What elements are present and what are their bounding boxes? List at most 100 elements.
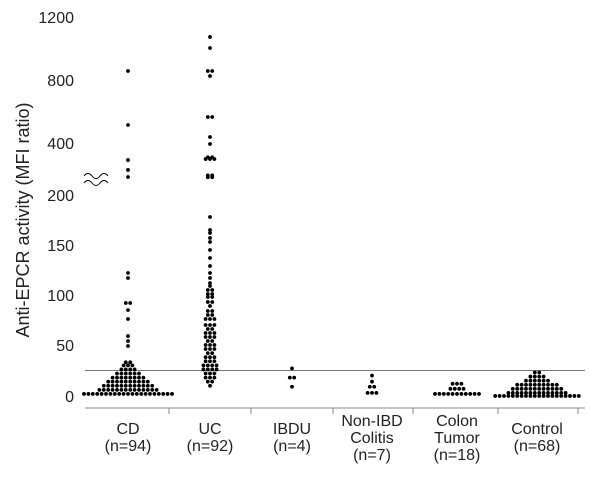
dot	[210, 295, 215, 299]
dot	[106, 379, 111, 384]
y-tick-label: 1200	[38, 10, 74, 27]
dot	[126, 317, 130, 321]
x-tick-label: (n=7)	[353, 447, 391, 464]
dot	[205, 363, 210, 368]
dot	[95, 392, 100, 396]
dot	[559, 386, 564, 391]
dot	[203, 355, 208, 360]
dot	[519, 382, 524, 387]
dot	[126, 339, 130, 343]
dot	[519, 394, 524, 398]
dot	[532, 391, 537, 395]
dot	[208, 359, 212, 364]
dot	[126, 276, 130, 280]
dot	[128, 375, 133, 380]
dot	[106, 383, 111, 388]
dot	[145, 383, 150, 388]
dot	[537, 382, 542, 387]
dot	[99, 392, 104, 396]
dot	[203, 343, 208, 347]
dot	[101, 387, 106, 392]
dot	[141, 375, 146, 380]
dot	[82, 392, 86, 396]
dot	[290, 384, 294, 389]
dot	[210, 327, 215, 331]
x-tick-label: (n=68)	[514, 438, 561, 455]
dot	[128, 383, 133, 388]
dot	[370, 391, 374, 395]
axis-break	[83, 173, 109, 186]
dot	[515, 382, 520, 387]
dot	[515, 391, 520, 395]
dot	[208, 157, 212, 161]
dot	[554, 394, 559, 398]
dot	[203, 375, 208, 380]
dot	[123, 371, 128, 376]
dot	[126, 123, 130, 127]
dot	[112, 392, 117, 396]
dot	[550, 394, 555, 398]
dot	[119, 379, 124, 384]
dot	[141, 383, 146, 388]
x-tick-label: Control	[511, 421, 563, 438]
dot	[130, 392, 135, 396]
dot	[145, 387, 150, 392]
dot	[212, 371, 217, 376]
dot	[110, 379, 115, 384]
dot	[128, 387, 133, 392]
dot	[205, 295, 210, 299]
dot	[123, 360, 128, 365]
dot	[115, 371, 119, 376]
dot	[510, 394, 515, 398]
dot	[201, 363, 206, 368]
x-tick-label: (n=18)	[434, 447, 481, 464]
x-tick-label: UC	[198, 421, 221, 438]
x-tick-label: Non-IBD	[341, 413, 402, 430]
dot	[205, 300, 210, 304]
dot	[165, 392, 170, 396]
dot	[292, 375, 297, 380]
dot	[203, 371, 208, 376]
dot	[126, 392, 130, 396]
dot	[208, 276, 212, 280]
dot	[208, 331, 212, 335]
dot	[208, 375, 212, 380]
dot	[524, 391, 528, 395]
dot	[532, 374, 537, 379]
dot	[212, 323, 217, 327]
dot	[528, 378, 533, 383]
dot	[126, 308, 130, 312]
dot	[528, 374, 533, 379]
dot	[130, 363, 135, 368]
x-tick-label: Tumor	[434, 430, 480, 447]
dot	[208, 215, 212, 219]
dot	[126, 363, 130, 368]
dot	[210, 367, 215, 372]
dot	[450, 381, 455, 386]
dot	[450, 392, 455, 396]
dot	[208, 281, 212, 285]
dot	[141, 379, 146, 384]
dot	[210, 351, 215, 356]
dot	[468, 392, 473, 396]
dot	[126, 158, 130, 162]
dot	[137, 383, 141, 388]
dot	[576, 394, 581, 398]
x-tick-label: CD	[116, 421, 139, 438]
dot	[208, 371, 212, 376]
dot	[208, 135, 212, 139]
dot	[208, 256, 212, 260]
dot	[205, 175, 210, 180]
dot	[205, 309, 210, 313]
dot	[546, 386, 550, 391]
dot	[210, 69, 215, 73]
dot	[457, 386, 462, 391]
dot	[205, 379, 210, 384]
dot	[524, 378, 528, 383]
dot	[437, 392, 442, 396]
dot	[134, 392, 139, 396]
dot	[201, 367, 206, 372]
dot	[152, 392, 157, 396]
dot	[374, 391, 379, 395]
dot	[441, 392, 446, 396]
